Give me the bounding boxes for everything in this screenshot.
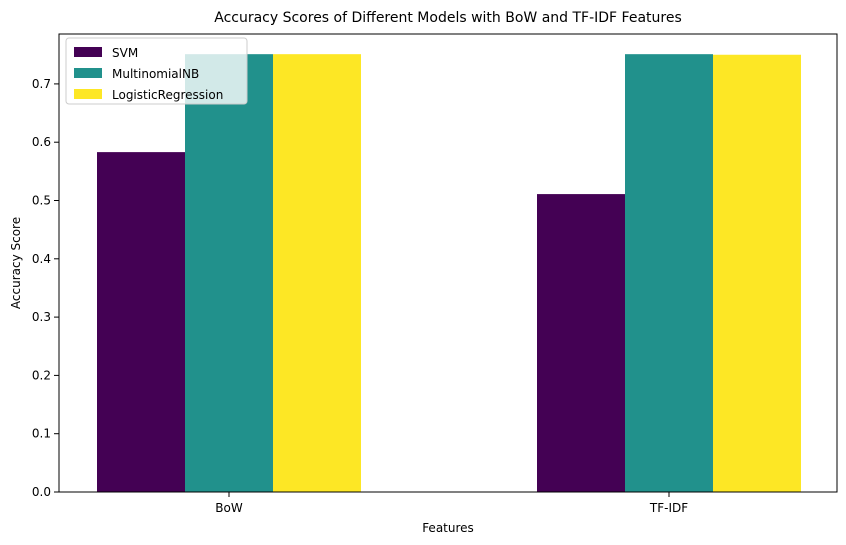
legend-label-svm: SVM: [112, 46, 138, 60]
chart-title: Accuracy Scores of Different Models with…: [214, 10, 682, 26]
x-tick-label: BoW: [215, 501, 243, 515]
plot-frame: [58, 33, 838, 493]
y-tick-label: 0.7: [32, 77, 51, 91]
legend: SVM MultinomialNB LogisticRegression: [65, 37, 248, 105]
legend-swatch-multinomialnb: [74, 68, 102, 78]
legend-swatch-logisticregression: [74, 89, 102, 99]
x-tick-label: TF-IDF: [649, 501, 688, 515]
bar-logisticregression-bow: [273, 54, 361, 492]
bar-logisticregression-tf-idf: [713, 54, 801, 493]
legend-label-logisticregression: LogisticRegression: [112, 88, 223, 102]
y-tick-label: 0.0: [32, 485, 51, 499]
bar-svm-bow: [97, 152, 185, 492]
y-tick-label: 0.1: [32, 427, 51, 441]
y-axis-label: Accuracy Score: [9, 217, 23, 309]
y-tick-label: 0.5: [32, 194, 51, 208]
bar-svm-tf-idf: [537, 194, 625, 492]
legend-box: [65, 37, 248, 105]
legend-swatch-svm: [74, 47, 102, 57]
bars-layer: [97, 54, 801, 493]
y-tick-label: 0.2: [32, 368, 51, 382]
y-tick-label: 0.4: [32, 252, 51, 266]
y-tick-label: 0.3: [32, 310, 51, 324]
x-axis: BoW TF-IDF: [215, 492, 688, 515]
x-axis-label: Features: [422, 521, 474, 535]
y-axis: 0.0 0.1 0.2 0.3 0.4 0.5 0.6 0.7: [32, 77, 59, 499]
y-tick-label: 0.6: [32, 135, 51, 149]
bar-multinomialnb-tf-idf: [625, 54, 713, 492]
bar-multinomialnb-bow: [185, 54, 273, 492]
legend-label-multinomialnb: MultinomialNB: [112, 67, 199, 81]
